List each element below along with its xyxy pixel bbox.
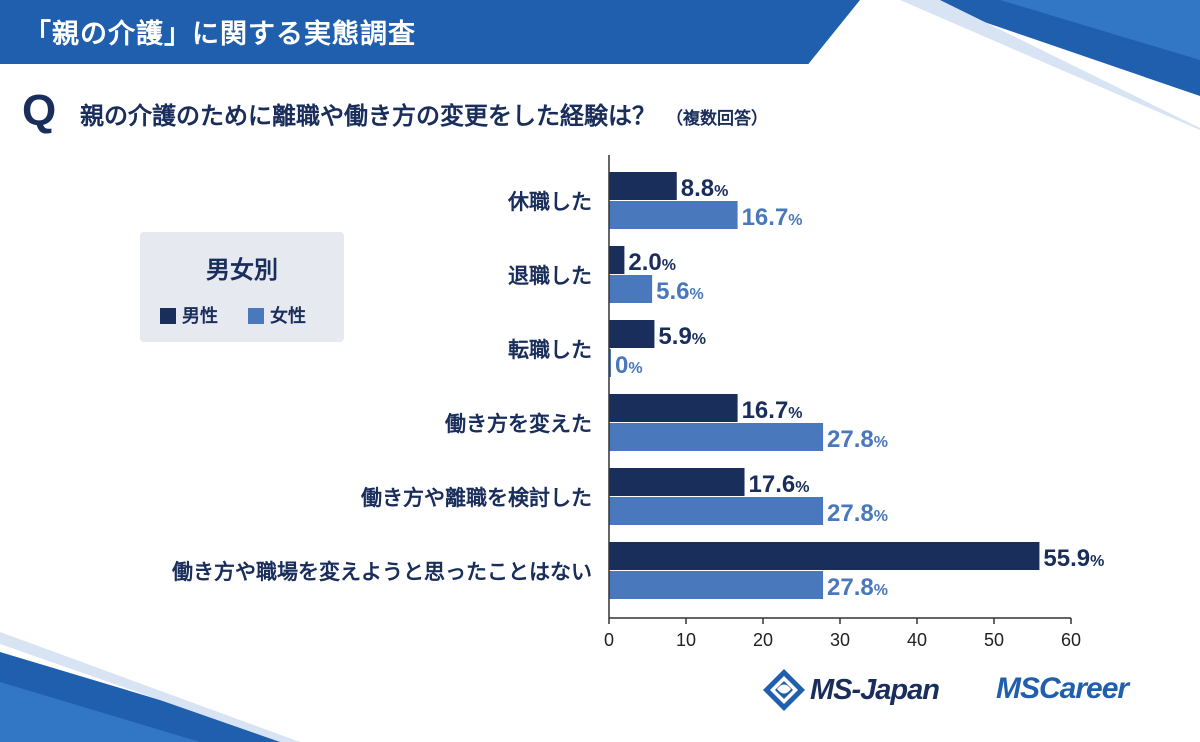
legend-swatch-male — [160, 308, 176, 324]
x-tick-label: 0 — [604, 630, 614, 650]
legend-swatch-female — [248, 308, 264, 324]
corner-decoration-bottom-left — [0, 632, 300, 742]
question-note: （複数回答） — [666, 109, 768, 129]
bar-male — [609, 246, 625, 274]
x-tick-label: 20 — [753, 630, 773, 650]
category-label: 退職した — [508, 264, 592, 288]
category-label: 働き方や職場を変えようと思ったことはない — [172, 560, 592, 584]
legend-label-male: 男性 — [182, 306, 218, 327]
bar-female — [609, 349, 611, 377]
value-label-female: 27.8% — [827, 500, 888, 527]
value-label-male: 17.6% — [749, 471, 810, 498]
value-label-female: 27.8% — [827, 426, 888, 453]
bar-female — [609, 497, 824, 525]
x-tick-label: 50 — [984, 630, 1004, 650]
value-label-male: 55.9% — [1043, 545, 1104, 572]
legend-item-female: 女性 — [248, 302, 306, 328]
bar-female — [609, 571, 824, 599]
category-label: 働き方や離職を検討した — [361, 486, 592, 510]
value-label-male: 8.8% — [681, 175, 729, 202]
x-tick-label: 60 — [1061, 630, 1081, 650]
question-main: 親の介護のために離職や働き方の変更をした経験は？ — [80, 102, 656, 130]
category-label: 休職した — [508, 190, 592, 214]
category-label: 転職した — [508, 338, 592, 362]
question-text: 親の介護のために離職や働き方の変更をした経験は？ （複数回答） — [80, 96, 768, 131]
bar-male — [609, 394, 738, 422]
x-tick-label: 40 — [907, 630, 927, 650]
ms-japan-logo: MS-Japan — [762, 668, 940, 711]
header-banner — [0, 0, 860, 64]
survey-title: 「親の介護」に関する実態調査 — [24, 19, 416, 50]
bar-male — [609, 468, 745, 496]
x-tick-label: 10 — [676, 630, 696, 650]
value-label-male: 5.9% — [658, 323, 706, 350]
value-label-female: 16.7% — [742, 204, 803, 231]
bar-male — [609, 320, 655, 348]
value-label-female: 0% — [615, 352, 643, 379]
ms-career-logo: MSCareer — [996, 672, 1129, 705]
ms-japan-logo-text: MS-Japan — [810, 673, 940, 706]
legend-title: 男女別 — [206, 256, 278, 284]
value-label-female: 27.8% — [827, 574, 888, 601]
bar-female — [609, 275, 653, 303]
corner-decoration-top-right — [900, 0, 1200, 130]
bar-male — [609, 542, 1040, 570]
legend-label-female: 女性 — [270, 306, 306, 327]
legend-item-male: 男性 — [160, 302, 218, 328]
bar-male — [609, 172, 677, 200]
bar-female — [609, 201, 738, 229]
x-tick-label: 30 — [830, 630, 850, 650]
value-label-male: 2.0% — [628, 249, 676, 276]
bar-female — [609, 423, 824, 451]
legend-box: 男女別 男性 女性 — [140, 232, 344, 342]
value-label-female: 5.6% — [656, 278, 704, 305]
question-mark-badge: Q — [22, 86, 57, 135]
value-label-male: 16.7% — [742, 397, 803, 424]
category-label: 働き方を変えた — [445, 412, 592, 436]
ms-japan-diamond-icon — [763, 669, 805, 711]
